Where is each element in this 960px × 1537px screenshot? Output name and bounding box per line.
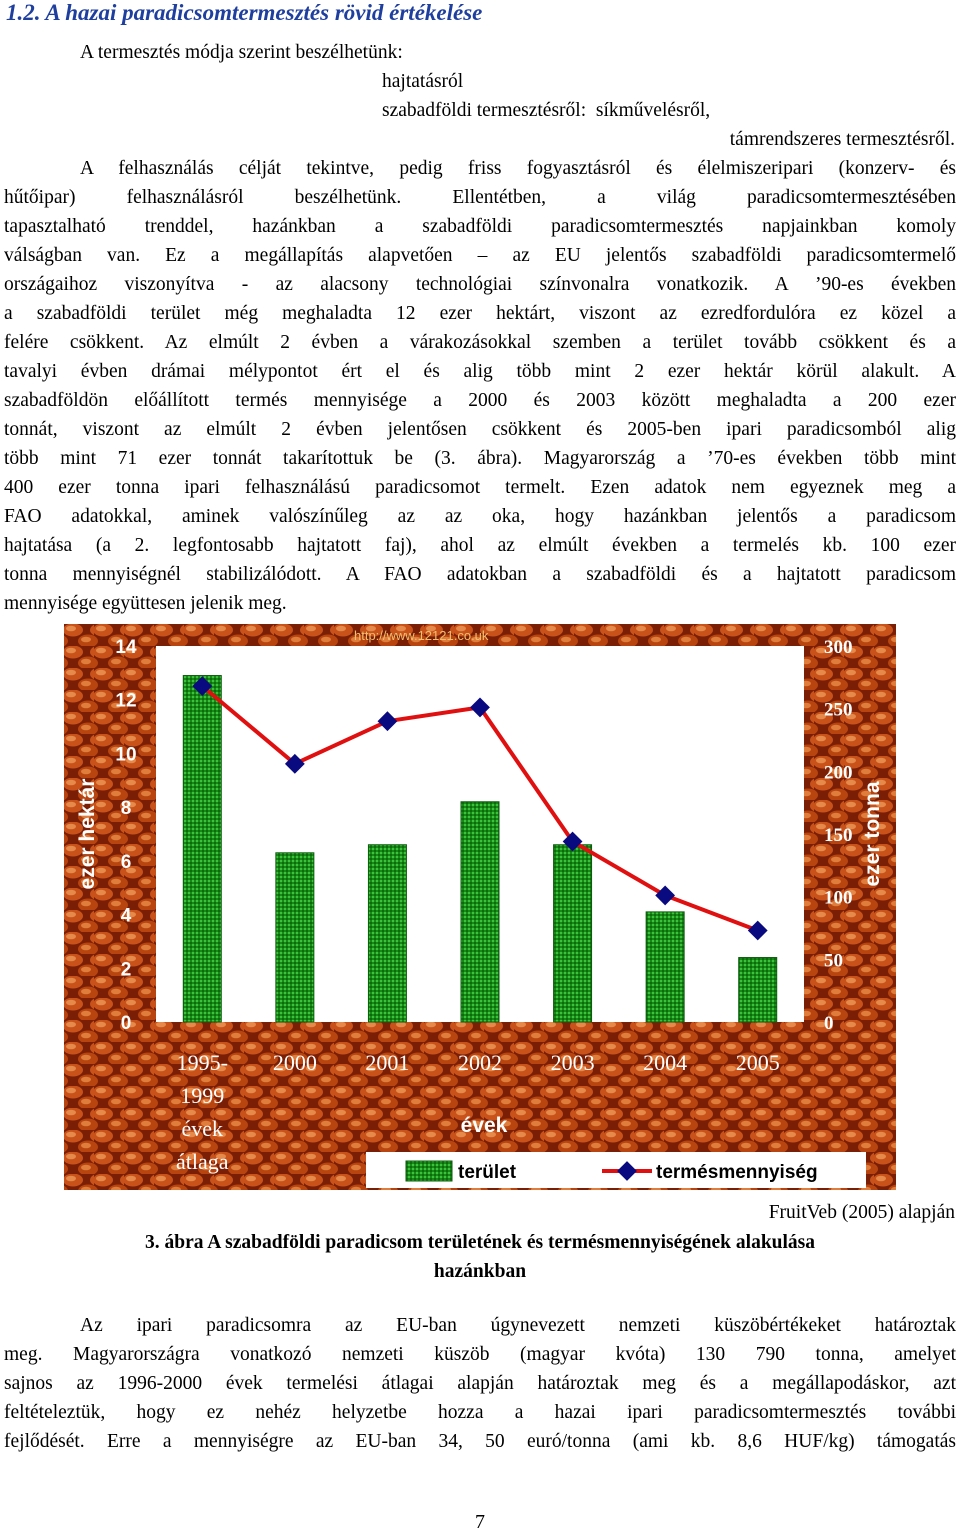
intro-line-3: szabadföldi termesztésről: síkművelésről… xyxy=(382,100,711,121)
paragraph-1-line: a szabadföldi terület még meghaladta 12 … xyxy=(4,303,956,324)
y-tick-right: 200 xyxy=(824,762,853,783)
paragraph-1-line: tonna mennyiségnél stabilizálódott. A FA… xyxy=(4,564,956,585)
paragraph-1-line: hajtatása (a 2. legfontosabb hajtatott f… xyxy=(4,535,956,556)
legend-area-label: terület xyxy=(458,1162,517,1183)
production-marker xyxy=(562,831,583,852)
paragraph-1-line: felére csökkent. Az elmúlt 2 évben a vár… xyxy=(4,332,956,353)
y-tick-right: 50 xyxy=(824,950,843,971)
area-production-chart: http://www.12121.co.uk 0 2 4 6 8 10 12 14 0 50 10… xyxy=(64,624,896,1190)
y-tick-left: 4 xyxy=(121,906,132,927)
paragraph-1-line: válságban van. Ez a megállapítás alapvet… xyxy=(4,245,956,266)
section-heading: 1.2. A hazai paradicsomtermesztés rövid … xyxy=(6,0,483,25)
area-bar xyxy=(275,852,315,1023)
x-tick-label: 2001 xyxy=(365,1050,409,1075)
y-tick-right: 250 xyxy=(824,700,853,721)
paragraph-2-line: fejlődését. Erre a mennyiségre az EU-ban… xyxy=(4,1431,956,1452)
y-tick-left: 6 xyxy=(121,852,132,873)
area-bar xyxy=(645,911,685,1023)
y-tick-left: 10 xyxy=(115,744,136,765)
y-tick-left: 8 xyxy=(121,798,132,819)
x-axis-label: évek xyxy=(461,1114,508,1137)
area-bar xyxy=(367,844,407,1023)
intro-line-1: A termesztés módja szerint beszélhetünk: xyxy=(80,42,403,63)
paragraph-1-line: tapasztalható trenddel, hazánkban a szab… xyxy=(4,216,956,237)
x-tick-label: 2003 xyxy=(551,1050,595,1075)
legend-area-swatch xyxy=(405,1160,453,1182)
paragraph-1-line: szabadföldön előállított termés mennyisé… xyxy=(4,390,956,411)
area-bar xyxy=(182,675,222,1023)
y-tick-right: 100 xyxy=(824,888,853,909)
paragraph-1-line: tavalyi évben drámai mélypontot ért el é… xyxy=(4,361,956,382)
paragraph-1-line: országaihoz viszonyítva - az alacsony te… xyxy=(4,274,956,295)
x-tick-label: 2000 xyxy=(273,1050,317,1075)
paragraph-1-line: A felhasználás célját tekintve, pedig fr… xyxy=(80,158,956,179)
paragraph-1-line: hűtőipar) felhasználásról beszélhetünk. … xyxy=(4,187,956,208)
production-marker xyxy=(377,711,398,732)
area-bar xyxy=(553,844,593,1023)
y-tick-left: 14 xyxy=(115,637,137,658)
paragraph-2-line: feltételeztük, hogy ez nehéz helyzetbe h… xyxy=(4,1402,956,1423)
y-tick-left: 2 xyxy=(121,959,132,980)
x-tick-label: 2004 xyxy=(643,1050,687,1075)
y-tick-right: 0 xyxy=(824,1013,834,1034)
paragraph-1-line: tonnát, viszont az elmúlt 2 évben jelent… xyxy=(4,419,956,440)
area-bar xyxy=(738,957,778,1023)
watermark-text: http://www.12121.co.uk xyxy=(354,628,489,643)
y-tick-left: 12 xyxy=(115,691,136,712)
production-marker xyxy=(284,753,305,774)
x-tick-label: 1995-1999 évek átlaga xyxy=(176,1050,229,1174)
paragraph-1-line: FAO adatokkal, aminek valószínűleg az az… xyxy=(4,506,956,527)
y-axis-right-label: ezer tonna xyxy=(861,781,884,886)
y-tick-right: 300 xyxy=(824,637,853,658)
x-tick-label: 2005 xyxy=(736,1050,780,1075)
figure-caption-line-2: hazánkban xyxy=(433,1261,527,1282)
paragraph-2-line: sajnos az 1996-2000 évek termelési átlag… xyxy=(4,1373,956,1394)
paragraph-2-line: meg. Magyarországra vonatkozó nemzeti kü… xyxy=(4,1344,956,1365)
intro-line-2: hajtatásról xyxy=(382,71,464,92)
legend-production-marker xyxy=(617,1161,637,1181)
area-bar xyxy=(460,801,500,1023)
y-axis-left-label: ezer hektár xyxy=(76,779,99,890)
paragraph-1-line: 400 ezer tonna ipari felhasználású parad… xyxy=(4,477,956,498)
paragraph-1-line: több mint 71 ezer tonnát takarítottuk be… xyxy=(4,448,956,469)
y-tick-left: 0 xyxy=(121,1013,132,1034)
x-tick-label: 2002 xyxy=(458,1050,502,1075)
figure-source: FruitVeb (2005) alapján xyxy=(768,1202,955,1223)
y-tick-right: 150 xyxy=(824,825,853,846)
figure-caption-line-1: 3. ábra A szabadföldi paradicsom terület… xyxy=(144,1232,816,1253)
paragraph-2-line: Az ipari paradicsomra az EU-ban úgynevez… xyxy=(80,1315,956,1336)
page-number: 7 xyxy=(475,1511,485,1533)
intro-line-4: támrendszeres termesztésről. xyxy=(729,129,955,150)
legend-production-label: termésmennyiség xyxy=(656,1162,818,1183)
paragraph-1-line: mennyisége együttesen jelenik meg. xyxy=(4,593,287,614)
